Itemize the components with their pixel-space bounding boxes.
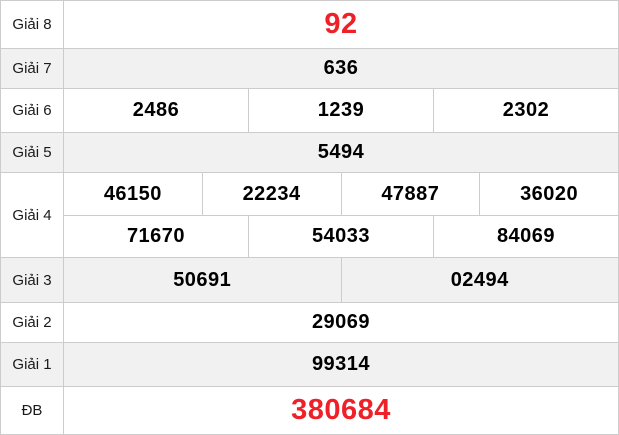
- prize-label-2: Giải 2: [0, 302, 64, 343]
- prize-label-4: Giải 4: [0, 172, 64, 258]
- prize-label-6: Giải 6: [0, 88, 64, 133]
- prize-value-6-3: 2302: [433, 88, 619, 133]
- prize-value-3-1: 50691: [63, 257, 342, 303]
- prize-row-5: Giải 5 5494: [0, 132, 619, 173]
- prize-value-4-7: 84069: [433, 215, 619, 258]
- prize-label-7: Giải 7: [0, 48, 64, 89]
- prize-row-7: Giải 7 636: [0, 48, 619, 89]
- prize-row-6: Giải 6 2486 1239 2302: [0, 88, 619, 133]
- prize-value-4-5: 71670: [63, 215, 249, 258]
- prize-value-4-2: 22234: [201, 172, 342, 216]
- prize-value-6-1: 2486: [63, 88, 249, 133]
- prize-label-db: ĐB: [0, 386, 64, 435]
- prize-value-7: 636: [63, 48, 619, 89]
- prize-value-2: 29069: [63, 302, 619, 343]
- prize-row-1: Giải 1 99314: [0, 342, 619, 387]
- prize-label-3: Giải 3: [0, 257, 64, 303]
- prize-row-4a: Giải 4 46150 22234 47887 36020: [0, 172, 619, 258]
- prize-value-1: 99314: [63, 342, 619, 387]
- prize-label-1: Giải 1: [0, 342, 64, 387]
- prize-row-8: Giải 8 92: [0, 0, 619, 49]
- prize-value-4-3: 47887: [340, 172, 481, 216]
- prize-label-5: Giải 5: [0, 132, 64, 173]
- prize-value-3-2: 02494: [340, 257, 619, 303]
- prize-value-db: 380684: [63, 386, 619, 435]
- prize-value-6-2: 1239: [248, 88, 434, 133]
- prize-row-2: Giải 2 29069: [0, 302, 619, 343]
- prize-value-8: 92: [63, 0, 619, 49]
- prize-value-4-1: 46150: [63, 172, 203, 216]
- prize-row-db: ĐB 380684: [0, 386, 619, 435]
- prize-row-4b: 71670 54033 84069: [1, 215, 619, 258]
- prize-label-8: Giải 8: [0, 0, 64, 49]
- prize-value-4-4: 36020: [479, 172, 619, 216]
- prize-row-3: Giải 3 50691 02494: [0, 257, 619, 303]
- prize-value-5: 5494: [63, 132, 619, 173]
- prize-value-4-6: 54033: [248, 215, 434, 258]
